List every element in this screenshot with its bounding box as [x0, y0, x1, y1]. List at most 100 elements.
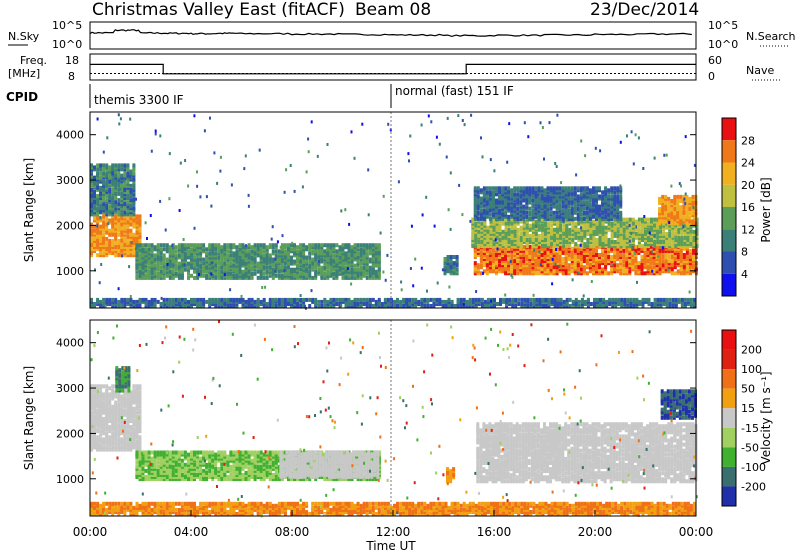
power-cells-cell: [498, 208, 501, 213]
power-cells-cell: [123, 204, 127, 209]
power-cells-cell: [537, 223, 541, 228]
power-cells-cell: [226, 275, 230, 280]
power-cells-cell: [235, 245, 239, 250]
power-cells-cell: [625, 231, 629, 236]
power-cells-cell: [162, 275, 166, 280]
power-cells-cell: [135, 222, 139, 227]
power-cells-cell: [455, 263, 459, 268]
power-cells-cell: [377, 271, 381, 276]
power-cells-cell: [259, 275, 263, 280]
power-cells-cell: [507, 263, 511, 268]
power-cells-cell: [174, 255, 178, 260]
power-cells-cell: [338, 251, 342, 256]
power-cells-cell: [271, 297, 275, 302]
power-cells-cell: [238, 271, 242, 276]
power-cells-cell: [90, 228, 93, 233]
power-cells-cell: [649, 244, 653, 249]
power-cells-cell: [477, 231, 481, 236]
power-cells-cell: [493, 302, 496, 306]
power-cells-cell: [111, 204, 115, 209]
power-cells-cell: [147, 251, 151, 256]
power-cells-cell: [531, 221, 535, 226]
power-cells-cell: [359, 275, 363, 280]
power-cells-cell: [250, 255, 254, 260]
power-cells-cell: [629, 302, 633, 306]
power-cells-cell: [353, 267, 357, 272]
power-cells-cell: [601, 194, 605, 199]
power-cells-cell: [522, 216, 526, 221]
power-cells-cell: [485, 259, 489, 264]
power-cells-cell: [117, 302, 121, 306]
power-cells-cell: [271, 267, 275, 272]
power-cells-cell: [522, 253, 526, 257]
power-cells-cell: [371, 261, 375, 266]
power-cells-cell: [253, 302, 257, 306]
power-cells-cell: [673, 253, 677, 257]
power-cells-cell: [229, 302, 233, 306]
power-cells-cell: [522, 206, 526, 211]
power-cells-cell: [102, 171, 106, 176]
power-cells-cell: [489, 221, 493, 226]
power-cells-cell: [540, 248, 544, 253]
power-cells-cell: [658, 253, 662, 257]
power-cells-cell: [647, 217, 650, 222]
power-cells-cell: [650, 217, 653, 222]
power-cells-cell: [90, 253, 93, 258]
power-cells-cell: [671, 297, 675, 302]
power-cells-cell: [485, 246, 489, 251]
power-cells-cell: [220, 265, 224, 270]
power-cells-cell: [495, 242, 499, 247]
power-cells-cell: [241, 302, 245, 306]
power-cells-cell: [635, 302, 639, 306]
power-cells-cell: [585, 186, 589, 191]
power-cells-cell: [244, 265, 248, 270]
power-cells-cell: [640, 267, 644, 272]
power-cells-cell: [111, 196, 115, 200]
power-cells-cell: [588, 253, 592, 257]
power-cells-speck: [135, 247, 137, 251]
power-cells-cell: [667, 205, 671, 210]
power-cells-cell: [683, 242, 687, 247]
power-cells-cell: [519, 200, 523, 205]
power-cells-cell: [435, 297, 439, 302]
power-cells-cell: [580, 221, 584, 226]
power-cells-cell: [96, 206, 100, 211]
power-cells-cell: [525, 263, 529, 268]
power-cells-cell: [619, 267, 623, 272]
power-cells-cell: [123, 163, 127, 168]
power-cells-cell: [371, 255, 375, 260]
power-cells-cell: [114, 222, 118, 227]
power-cells-speck: [538, 250, 541, 254]
power-cells-cell: [123, 218, 127, 223]
power-cells-cell: [543, 263, 547, 268]
power-cells-cell: [552, 214, 556, 219]
power-cells-cell: [531, 259, 535, 264]
power-cells-cell: [211, 275, 215, 280]
power-cells-cell: [199, 302, 203, 306]
power-cells-speck: [554, 262, 557, 266]
power-cells-cell: [644, 231, 647, 236]
power-cells-cell: [561, 261, 565, 266]
power-cells-cell: [585, 196, 589, 201]
power-cells-cell: [235, 302, 239, 306]
power-cells-cell: [287, 251, 290, 256]
power-cells-cell: [229, 253, 233, 258]
power-cells-cell: [262, 243, 266, 248]
power-cells-cell: [171, 255, 175, 260]
power-cells-cell: [223, 275, 227, 280]
power-cells-cell: [247, 265, 251, 270]
power-cells-cell: [573, 216, 577, 221]
power-cells-cell: [459, 302, 463, 306]
power-cells-cell: [223, 302, 227, 306]
power-cells-cell: [305, 275, 309, 280]
power-cells-cell: [604, 186, 608, 191]
power-cells-cell: [247, 261, 251, 266]
power-cells-cell: [607, 221, 611, 226]
power-cells-cell: [613, 263, 617, 268]
power-cells-cell: [359, 261, 363, 266]
power-cells-cell: [226, 249, 230, 254]
power-cells-cell: [516, 200, 520, 205]
power-cells-cell: [679, 194, 683, 199]
power-cells-cell: [485, 255, 489, 259]
power-cells-cell: [96, 173, 100, 178]
